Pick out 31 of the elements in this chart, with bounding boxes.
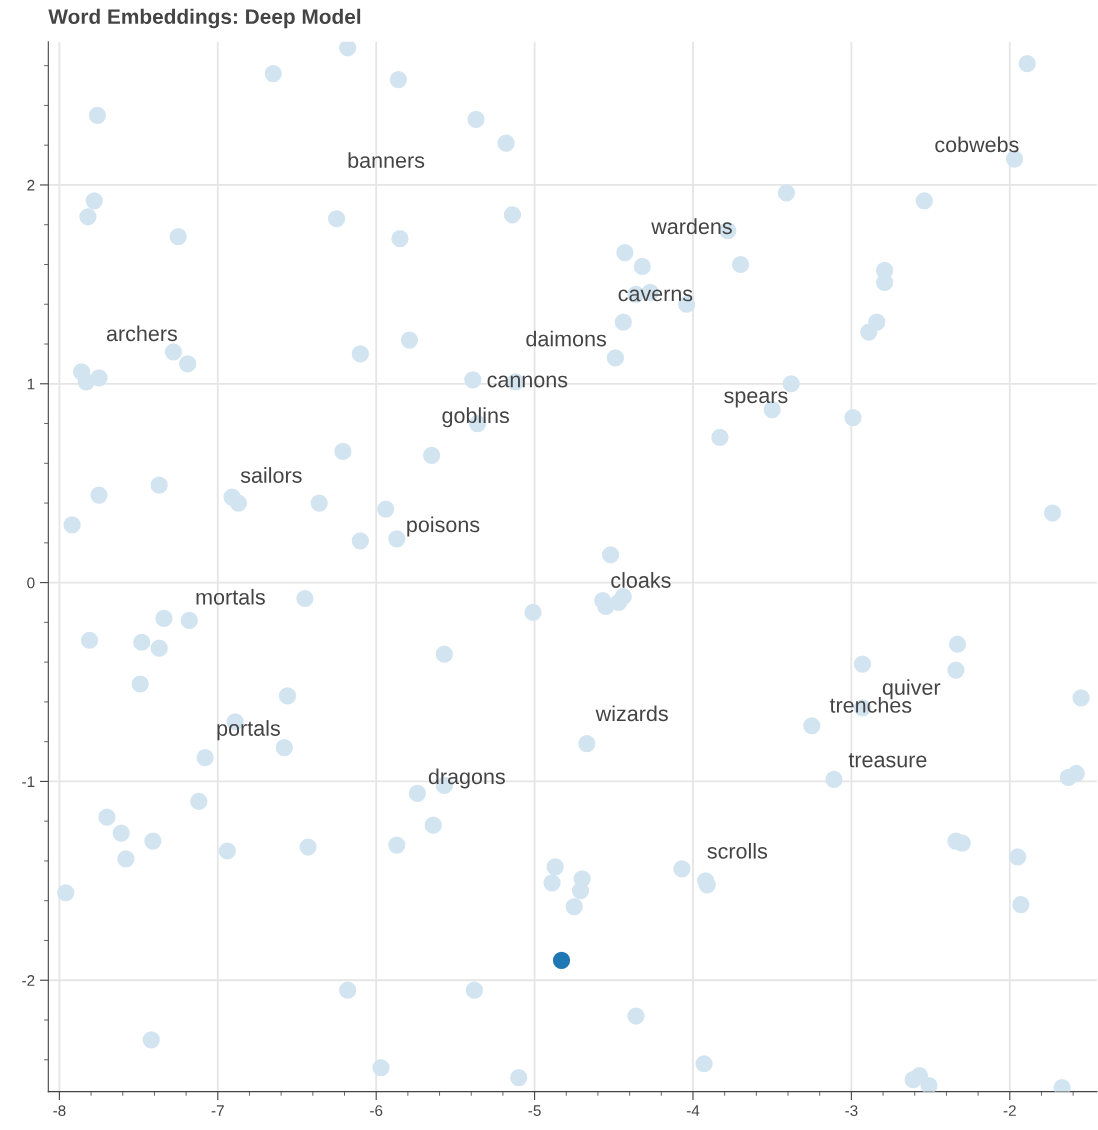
y-tick-label: 0 (27, 577, 35, 589)
annotation: cobwebs (935, 136, 1019, 153)
annotation: banners (348, 152, 425, 168)
annotation: dragons (428, 768, 505, 789)
annotation: wardens (651, 218, 732, 235)
annotation: treasure (848, 753, 927, 768)
x-tick-label: -3 (845, 1105, 858, 1116)
x-tick-label: -7 (211, 1105, 224, 1116)
annotation: spears (724, 391, 788, 408)
x-tick-label: -5 (528, 1105, 541, 1116)
y-tick-label: -1 (22, 776, 35, 787)
annotation: wizards (595, 705, 668, 722)
annotation: goblins (442, 407, 509, 428)
annotation: daimons (526, 330, 607, 347)
x-tick-label: -2 (1003, 1105, 1016, 1116)
x-tick-label: -8 (53, 1105, 66, 1116)
annotation: caverns (618, 289, 693, 302)
y-tick-label: 2 (27, 179, 35, 191)
annotation: scrolls (707, 842, 768, 859)
x-tick-label: -6 (370, 1105, 383, 1116)
annotation: archers (106, 325, 177, 342)
annotation: poisons (407, 516, 480, 537)
y-tick-label: -2 (22, 975, 35, 986)
annotation: portals (217, 720, 280, 741)
annotation: sailors (240, 467, 302, 483)
chart-title: Word Embeddings: Deep Model (48, 8, 361, 29)
annotation: cannons (487, 375, 568, 388)
annotation: mortals (196, 588, 265, 605)
annotation: cloaks (611, 572, 671, 588)
x-tick-label: -4 (686, 1105, 700, 1116)
y-tick-label: 1 (27, 378, 35, 390)
